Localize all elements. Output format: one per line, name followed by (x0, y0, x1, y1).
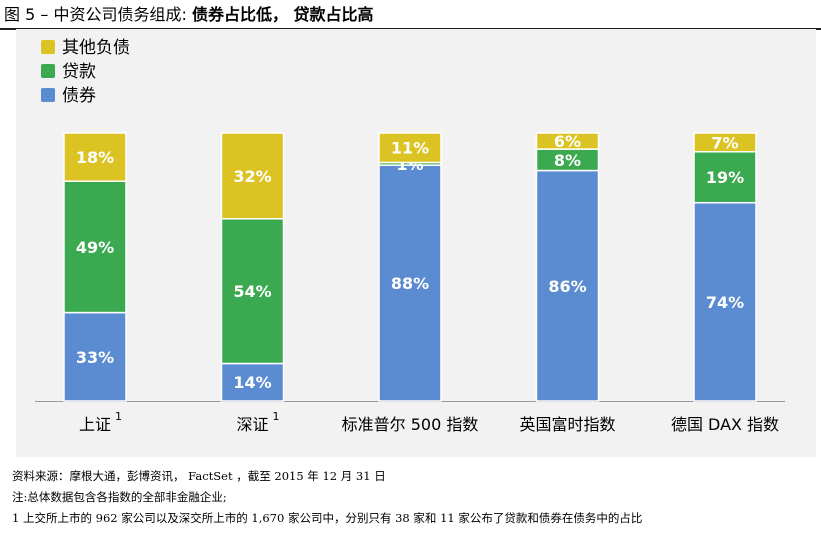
bar-债券-标准普尔-500-指数 (378, 164, 442, 402)
legend-label-其他负债: 其他负债 (62, 38, 130, 58)
bar-贷款-深证 (220, 218, 285, 365)
chart-panel: 其他负债 贷款 债券 33% 49% 18% 上证 1 14% 54% 32% 深证 1 88% 1% 11%… (16, 29, 816, 457)
legend-swatch-债券 (41, 88, 55, 102)
data-label-其他负债-上证: 18% (76, 148, 114, 167)
figure-headline: 债券占比低， 贷款占比高 (191, 5, 374, 24)
category-label-上证: 上证 (79, 415, 111, 434)
legend-label-债券: 债券 (62, 86, 96, 106)
data-label-债券-标准普尔-500-指数: 88% (391, 274, 429, 293)
bar-其他负债-上证 (63, 132, 127, 182)
bar-其他负债-德国-DAX-指数 (693, 132, 757, 153)
footnote-1: 1 上交所上市的 962 家公司以及深交所上市的 1,670 家公司中，分别只有… (12, 511, 643, 525)
data-label-其他负债-德国-DAX-指数: 7% (711, 133, 738, 152)
bar-其他负债-深证 (220, 132, 285, 220)
general-note: 注:总体数据包含各指数的全部非金融企业; (12, 490, 227, 504)
legend-swatch-其他负债 (41, 40, 55, 54)
bar-其他负债-标准普尔-500-指数 (378, 132, 442, 164)
data-label-债券-深证: 14% (233, 373, 271, 392)
data-label-其他负债-英国富时指数: 6% (554, 132, 581, 151)
legend-swatch-贷款 (41, 64, 55, 78)
figure-title: 图 5 – 中资公司债务组成: 债券占比低， 贷款占比高 (4, 2, 374, 28)
category-superscript-深证: 1 (273, 410, 280, 423)
bar-其他负债-英国富时指数 (535, 132, 600, 150)
category-label-标准普尔-500-指数: 标准普尔 500 指数 (342, 415, 479, 434)
data-label-贷款-上证: 49% (76, 238, 114, 257)
data-label-其他负债-深证: 32% (233, 167, 271, 186)
bar-债券-英国富时指数 (535, 169, 600, 402)
data-label-债券-德国-DAX-指数: 74% (706, 293, 744, 312)
data-label-贷款-德国-DAX-指数: 19% (706, 168, 744, 187)
category-label-深证: 深证 (236, 415, 268, 434)
data-label-债券-英国富时指数: 86% (548, 277, 586, 296)
data-label-其他负债-标准普尔-500-指数: 11% (391, 139, 429, 158)
category-label-德国-DAX-指数: 德国 DAX 指数 (671, 415, 779, 434)
category-label-英国富时指数: 英国富时指数 (519, 415, 615, 434)
category-superscript-上证: 1 (115, 410, 122, 423)
source-note: 资料来源：摩根大通，彭博资讯， FactSet ，截至 2015 年 12 月 … (12, 469, 386, 483)
bar-贷款-上证 (63, 180, 127, 314)
data-label-贷款-深证: 54% (233, 282, 271, 301)
data-label-债券-上证: 33% (76, 348, 114, 367)
data-label-贷款-英国富时指数: 8% (554, 151, 581, 170)
figure-label: 图 5 – 中资公司债务组成: (4, 5, 187, 24)
bar-债券-德国-DAX-指数 (693, 201, 757, 402)
bar-贷款-德国-DAX-指数 (693, 151, 757, 204)
chart-footer: 资料来源：摩根大通，彭博资讯， FactSet ，截至 2015 年 12 月 … (12, 466, 817, 529)
legend-label-贷款: 贷款 (62, 62, 96, 82)
